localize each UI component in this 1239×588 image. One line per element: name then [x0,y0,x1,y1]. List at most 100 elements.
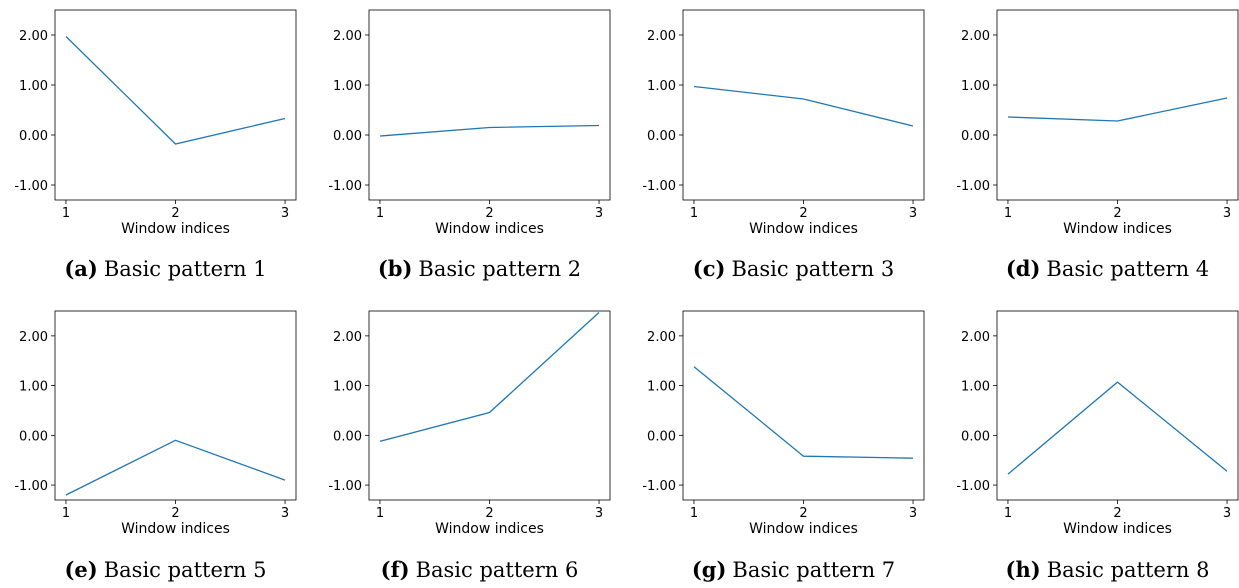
axes-frame [55,10,296,200]
caption-text: Basic pattern 6 [416,558,579,582]
panel-caption: (g)Basic pattern 7 [692,557,895,582]
x-tick-label: 3 [1223,206,1231,221]
panel-caption: (c)Basic pattern 3 [693,256,894,281]
caption-text: Basic pattern 7 [732,558,895,582]
axes-frame [683,10,924,200]
series-line [380,126,599,137]
x-tick-label: 1 [376,206,384,221]
x-tick-label: 1 [690,506,698,521]
x-tick-label: 2 [1113,506,1121,521]
x-axis-label: Window indices [1063,221,1172,237]
caption-text: Basic pattern 2 [418,257,581,281]
y-tick-label: -1.00 [328,179,362,194]
series-line [66,440,285,495]
y-tick-label: 0.00 [647,429,676,444]
x-tick-label: 1 [690,206,698,221]
y-tick-label: 1.00 [333,380,362,395]
x-tick-label: 3 [909,206,917,221]
series-line [1008,382,1227,474]
y-tick-label: 2.00 [961,330,990,345]
caption-text: Basic pattern 1 [104,257,267,281]
y-tick-label: 2.00 [647,29,676,44]
caption-text: Basic pattern 5 [104,558,267,582]
y-tick-label: 2.00 [19,29,48,44]
panel-caption: (d)Basic pattern 4 [1006,256,1209,281]
series-line [694,367,913,459]
y-tick-label: -1.00 [328,479,362,494]
panel-caption: (a) Basic pattern 1 [64,256,266,281]
x-tick-label: 3 [281,506,289,521]
y-tick-label: 1.00 [961,380,990,395]
caption-letter: (a) [64,256,97,281]
y-tick-label: 0.00 [961,129,990,144]
caption-letter: (h) [1006,557,1041,582]
y-tick-label: 1.00 [647,380,676,395]
panel-caption: (b)Basic pattern 2 [378,256,581,281]
x-axis-label: Window indices [749,221,858,237]
y-tick-label: 0.00 [333,129,362,144]
x-tick-label: 2 [171,206,179,221]
x-tick-label: 3 [909,506,917,521]
x-tick-label: 1 [62,206,70,221]
x-tick-label: 1 [1004,206,1012,221]
y-tick-label: 1.00 [961,79,990,94]
x-tick-label: 2 [171,506,179,521]
y-tick-label: 2.00 [647,330,676,345]
caption-text: Basic pattern 3 [731,257,894,281]
caption-text: Basic pattern 4 [1046,257,1209,281]
y-tick-label: 0.00 [19,129,48,144]
y-tick-label: 1.00 [647,79,676,94]
y-tick-label: 2.00 [19,330,48,345]
y-tick-label: 0.00 [961,429,990,444]
x-axis-label: Window indices [435,521,544,537]
y-tick-label: -1.00 [642,479,676,494]
x-tick-label: 1 [1004,506,1012,521]
x-tick-label: 1 [62,506,70,521]
panel-caption: (e)Basic pattern 5 [65,557,267,582]
y-tick-label: 2.00 [961,29,990,44]
y-tick-label: 0.00 [19,429,48,444]
y-tick-label: 0.00 [333,429,362,444]
caption-letter: (d) [1006,256,1041,281]
x-tick-label: 3 [1223,506,1231,521]
panel-caption: (f)Basic pattern 6 [381,557,579,582]
axes-frame [369,10,610,200]
caption-letter: (e) [65,557,98,582]
x-tick-label: 3 [595,206,603,221]
caption-text: Basic pattern 8 [1047,558,1210,582]
y-tick-label: 1.00 [333,79,362,94]
x-axis-label: Window indices [749,521,858,537]
x-tick-label: 3 [595,506,603,521]
x-axis-label: Window indices [435,221,544,237]
y-tick-label: -1.00 [642,179,676,194]
x-tick-label: 2 [1113,206,1121,221]
caption-letter: (g) [692,557,727,582]
y-tick-label: 1.00 [19,79,48,94]
y-tick-label: 1.00 [19,380,48,395]
x-tick-label: 3 [281,206,289,221]
caption-letter: (f) [381,557,410,582]
y-tick-label: 2.00 [333,330,362,345]
y-tick-label: -1.00 [956,479,990,494]
series-line [380,313,599,442]
series-line [66,37,285,145]
caption-letter: (b) [378,256,413,281]
y-tick-label: -1.00 [956,179,990,194]
panel-caption: (h)Basic pattern 8 [1006,557,1210,582]
caption-letter: (c) [693,256,726,281]
x-tick-label: 2 [485,506,493,521]
y-tick-label: -1.00 [14,179,48,194]
axes-frame [369,311,610,500]
series-line [694,87,913,127]
x-tick-label: 1 [376,506,384,521]
series-line [1008,98,1227,121]
y-tick-label: 2.00 [333,29,362,44]
